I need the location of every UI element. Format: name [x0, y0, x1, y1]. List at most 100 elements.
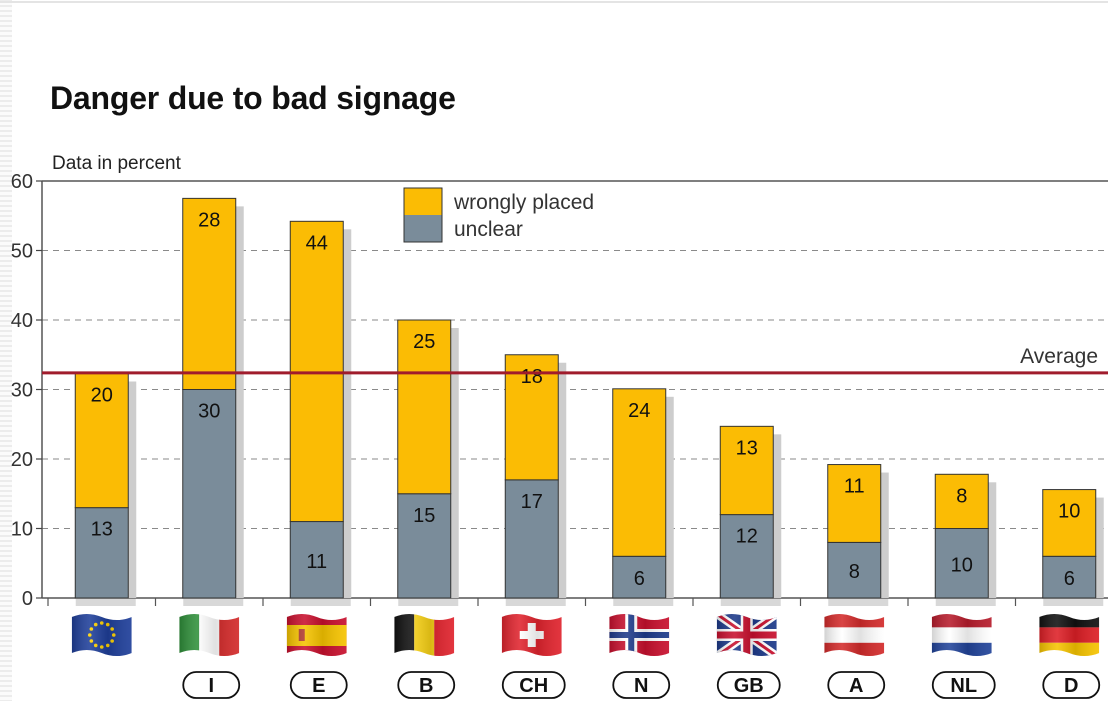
axis-foot-shadow [75, 599, 136, 606]
flag-shading [1039, 614, 1100, 656]
flag-shading [179, 614, 240, 656]
average-line-group: Average [42, 345, 1108, 375]
country-badge-gb: GB [716, 671, 781, 699]
badge-outline [289, 671, 348, 699]
y-tick-label: 50 [11, 241, 33, 263]
y-tick-label: 20 [11, 449, 33, 471]
flag-shading [286, 614, 347, 656]
bar-segment-unclear [719, 514, 774, 599]
y-tick-label: 10 [11, 519, 33, 541]
bar-value-label-wrongly-placed: 44 [306, 232, 328, 254]
flag-body [1039, 614, 1100, 656]
country-badge-i: I [182, 671, 241, 699]
bar-value-label-unclear: 12 [736, 526, 758, 548]
country-badge-e: E [289, 671, 348, 699]
bar-value-label-unclear: 6 [634, 568, 645, 590]
y-tick-label: 30 [11, 380, 33, 402]
axis-foot-shadow [1043, 599, 1104, 606]
bar-value-label-unclear: 11 [306, 551, 327, 573]
average-label: Average [1020, 345, 1098, 368]
bar-value-label-unclear: 8 [849, 561, 860, 583]
flag-body [71, 614, 132, 656]
flag-shading [71, 614, 132, 656]
axis-foot-shadow [935, 599, 996, 606]
flag-body [286, 614, 347, 656]
badge-label: NL [950, 675, 977, 697]
badge-label: GB [734, 675, 764, 697]
bar-segment-wrongly-placed [719, 425, 774, 516]
country-badge-b: B [397, 671, 456, 699]
bar-group-a: 11 8 [827, 464, 889, 599]
flag-body [609, 614, 670, 656]
badge-outline [716, 671, 781, 699]
italy-flag-icon [179, 614, 240, 656]
badge-outline [501, 671, 566, 699]
bar-segment-wrongly-placed [934, 473, 989, 530]
belgium-flag-icon [394, 614, 455, 656]
badge-outline [612, 671, 671, 699]
country-badge-ch: CH [501, 671, 566, 699]
flag-shading [716, 614, 777, 656]
bar-segment-unclear [397, 493, 452, 599]
y-axis-unit-label: Data in percent [52, 153, 181, 174]
uk-flag-icon [716, 614, 777, 656]
legend-swatch-unclear [404, 215, 442, 242]
bar-group-d: 10 6 [1042, 489, 1104, 599]
bar-value-label-unclear: 13 [91, 519, 113, 541]
badge-label: CH [519, 675, 548, 697]
austria-flag-icon [824, 614, 885, 656]
eu-flag-icon [71, 614, 132, 656]
bar-value-label-wrongly-placed: 10 [1058, 501, 1080, 523]
legend-swatch-border [403, 187, 443, 243]
bar-group-n: 24 6 [612, 388, 674, 599]
country-badge-nl: NL [931, 671, 996, 699]
axis-foot-shadow [290, 599, 351, 606]
bar-group-i: 28 30 [182, 197, 244, 599]
badge-label: D [1064, 675, 1078, 697]
bar-value-label-wrongly-placed: 8 [956, 485, 967, 507]
flag-shading [824, 614, 885, 656]
y-axis-ticks: 0 10 20 30 40 50 60 [11, 171, 42, 610]
country-badge-d: D [1042, 671, 1101, 699]
badge-label: N [634, 675, 648, 697]
x-axis-categories: I E B CH N GB A NL D [71, 599, 1104, 699]
bar-value-label-wrongly-placed: 24 [628, 400, 650, 422]
bar-segment-wrongly-placed [504, 354, 559, 481]
bar-group-b: 25 15 [397, 319, 459, 599]
axis-foot-shadow [720, 599, 781, 606]
axis-foot-shadow [613, 599, 674, 606]
bar-segment-wrongly-placed [612, 388, 667, 557]
flag-body [394, 614, 455, 656]
legend-label-wrongly-placed: wrongly placed [453, 191, 594, 214]
bar-value-label-wrongly-placed: 25 [413, 331, 435, 353]
bar-value-label-wrongly-placed: 18 [521, 366, 543, 388]
country-badge-n: N [612, 671, 671, 699]
badge-label: I [208, 675, 214, 697]
flag-shading [931, 614, 992, 656]
norway-flag-icon [609, 614, 670, 656]
badge-label: A [849, 675, 863, 697]
flag-body [179, 614, 240, 656]
spain-flag-icon [286, 614, 347, 656]
bar-segment-unclear [74, 507, 129, 599]
legend-label-unclear: unclear [454, 218, 523, 241]
bar-value-label-unclear: 6 [1064, 568, 1075, 590]
page-edge-decoration [0, 0, 12, 701]
axis-foot-shadow [398, 599, 459, 606]
bar-value-label-unclear: 10 [951, 554, 973, 576]
flag-body [824, 614, 885, 656]
legend-swatch-wrongly-placed [404, 188, 442, 215]
bar-value-label-wrongly-placed: 28 [198, 209, 220, 231]
flag-shading [394, 614, 455, 656]
badge-outline [182, 671, 241, 699]
y-tick-label: 60 [11, 171, 33, 193]
bar-value-label-unclear: 15 [413, 505, 435, 527]
flag-body [931, 614, 992, 656]
bar-value-label-wrongly-placed: 20 [91, 385, 113, 407]
netherlands-flag-icon [931, 614, 992, 656]
bar-value-label-wrongly-placed: 11 [844, 476, 865, 498]
bar-segment-unclear [827, 541, 882, 599]
bar-group-nl: 8 10 [934, 473, 997, 599]
